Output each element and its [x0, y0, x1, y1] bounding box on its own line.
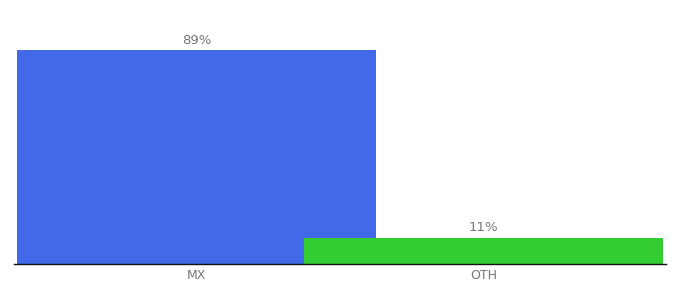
- Bar: [304, 238, 663, 264]
- Bar: [17, 50, 376, 264]
- Text: 11%: 11%: [469, 221, 498, 234]
- Text: 89%: 89%: [182, 34, 211, 47]
